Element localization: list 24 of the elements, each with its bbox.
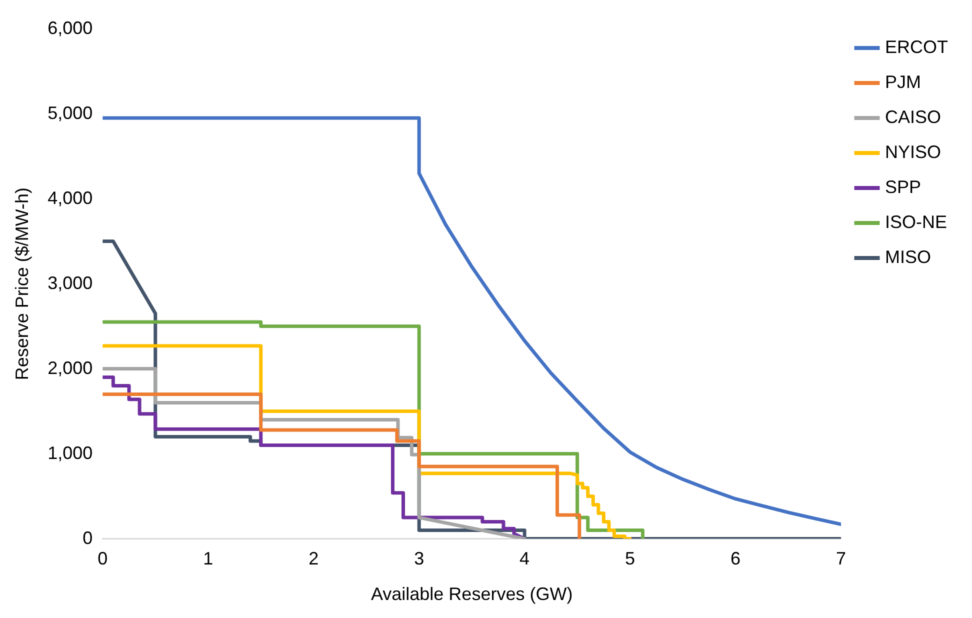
x-tick-label: 6 bbox=[730, 548, 741, 569]
legend-label: PJM bbox=[885, 72, 921, 92]
x-tick-label: 1 bbox=[203, 548, 214, 569]
x-axis-title: Available Reserves (GW) bbox=[370, 584, 573, 604]
legend-label: ERCOT bbox=[885, 36, 948, 57]
legend-label: NYISO bbox=[885, 142, 942, 162]
y-tick-label: 6,000 bbox=[48, 18, 93, 38]
legend-label: MISO bbox=[885, 246, 932, 267]
legend-label: SPP bbox=[885, 176, 922, 197]
legend-label: CAISO bbox=[885, 106, 942, 127]
y-tick-label: 2,000 bbox=[48, 358, 93, 378]
x-tick-label: 2 bbox=[308, 548, 319, 569]
y-axis-title: Reserve Price ($/MW-h) bbox=[12, 187, 32, 380]
y-tick-label: 4,000 bbox=[48, 188, 93, 208]
y-tick-label: 1,000 bbox=[48, 442, 93, 463]
y-tick-label: 5,000 bbox=[48, 102, 93, 123]
x-tick-label: 0 bbox=[98, 548, 108, 569]
x-tick-label: 5 bbox=[625, 548, 636, 569]
x-tick-label: 3 bbox=[414, 548, 424, 569]
x-tick-label: 4 bbox=[520, 548, 530, 569]
y-tick-label: 0 bbox=[82, 528, 93, 548]
legend-label: ISO-NE bbox=[885, 212, 948, 232]
x-tick-label: 7 bbox=[836, 548, 846, 569]
y-tick-label: 3,000 bbox=[48, 272, 93, 293]
